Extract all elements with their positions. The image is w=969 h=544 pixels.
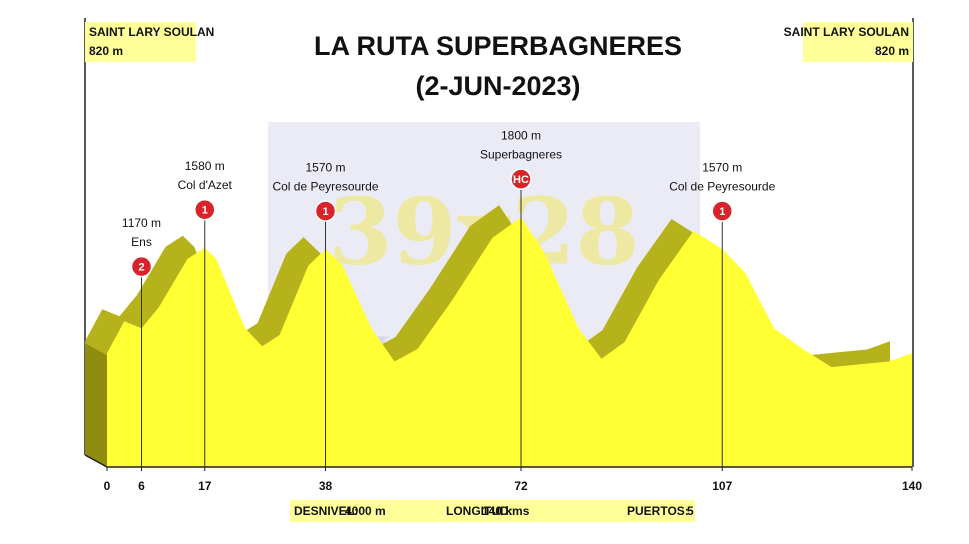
x-tick-label: 17 (198, 479, 212, 493)
climb-name: Col de Peyresourde (669, 179, 775, 193)
climb-elevation: 1580 m (185, 159, 225, 173)
x-tick-label: 6 (138, 479, 145, 493)
baseline-side (84, 454, 108, 468)
climb-elevation: 1170 m (122, 216, 161, 230)
stat-value: 4000 m (345, 504, 386, 518)
climb-elevation: 1570 m (305, 160, 345, 174)
climb-elevation: 1570 m (702, 160, 742, 174)
climb-name: Ens (131, 235, 152, 249)
x-tick-label: 107 (712, 479, 732, 493)
stat-label: PUERTOS: (627, 504, 689, 518)
climb-name: Col d'Azet (178, 178, 233, 192)
climb-category: 1 (719, 206, 725, 218)
climb-icon (711, 200, 733, 222)
stat-value: 140 kms (482, 504, 530, 518)
x-tick-label: 72 (514, 479, 528, 493)
climb-icon (130, 255, 153, 278)
chart-title: LA RUTA SUPERBAGNERES (314, 31, 682, 61)
x-tick-label: 140 (902, 479, 922, 493)
climb-category: HC (513, 174, 529, 186)
start-box (85, 22, 196, 62)
climb-icon (314, 200, 337, 222)
stats: DESNIVEL:4000 m LONGITUD:140 kms PUERTOS:5 (294, 504, 694, 518)
end-name: SAINT LARY SOULAN (784, 25, 909, 39)
x-tick-label: 38 (319, 479, 333, 493)
climb-category: 1 (322, 206, 328, 218)
climb-elevation: 1800 m (501, 128, 541, 142)
x-tick-label: 0 (104, 479, 111, 493)
chart-subtitle: (2-JUN-2023) (415, 71, 580, 101)
profile-side (85, 343, 107, 467)
climb-category: 2 (138, 262, 144, 274)
stats-box (290, 500, 695, 522)
stat-label: LONGITUD: (446, 504, 513, 518)
profile-area (107, 217, 912, 467)
plot: 0 6 17 38 72 107 140 2 1170 m Ens 1 1580 m Col d'Aze… (84, 128, 922, 493)
start-name: SAINT LARY SOULAN (89, 25, 214, 39)
stat-label: DESNIVEL: (294, 504, 358, 518)
climb-icon (194, 198, 216, 221)
climb-icon (510, 168, 532, 190)
climb-name: Col de Peyresourde (272, 179, 378, 193)
stat-value: 5 (687, 504, 694, 518)
end-box (803, 22, 913, 62)
start-elevation: 820 m (89, 44, 123, 58)
climb-name: Superbagneres (480, 147, 562, 161)
climb-category: 1 (202, 205, 208, 217)
end-elevation: 820 m (875, 44, 909, 58)
